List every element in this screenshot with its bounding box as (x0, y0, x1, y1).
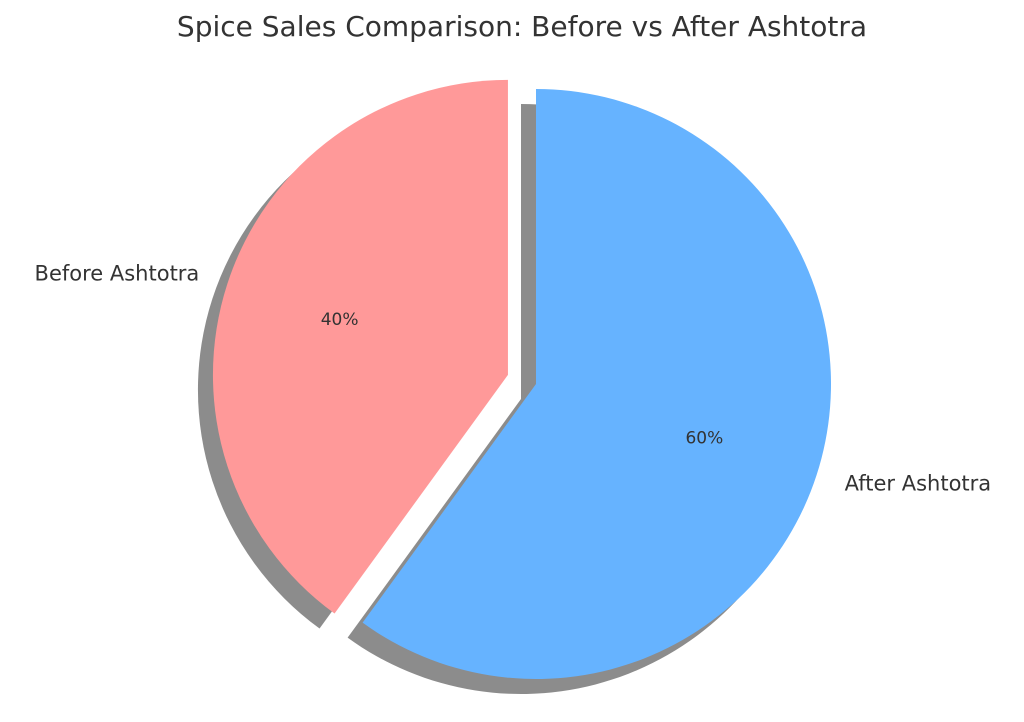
wedge (362, 89, 831, 679)
category-label: Before Ashtotra (35, 262, 200, 286)
wedge-layer (212, 79, 831, 679)
value-label: 60% (685, 429, 723, 449)
wedge (212, 79, 508, 614)
category-label: After Ashtotra (845, 471, 992, 495)
chart-title: Spice Sales Comparison: Before vs After … (177, 10, 867, 43)
value-label: 40% (321, 310, 359, 330)
